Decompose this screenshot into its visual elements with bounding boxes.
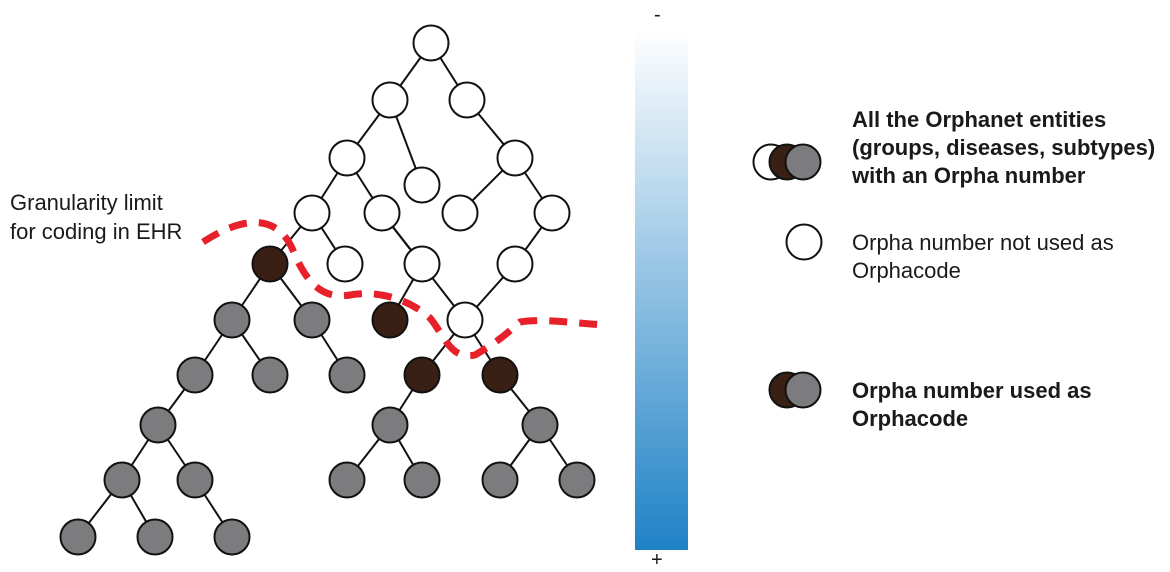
tree-node-grey bbox=[136, 518, 174, 556]
legend-used-line1: Orpha number used as bbox=[852, 378, 1092, 403]
tree-node-dark bbox=[251, 245, 289, 283]
tree-node-grey bbox=[558, 461, 596, 499]
tree-node-grey bbox=[328, 461, 366, 499]
granularity-scale-bar bbox=[635, 30, 688, 550]
tree-node-grey bbox=[293, 301, 331, 339]
granularity-limit-label-line1: Granularity limit bbox=[10, 190, 163, 215]
tree-node-white bbox=[448, 81, 486, 119]
tree-node-dark bbox=[481, 356, 519, 394]
tree-nodes bbox=[59, 24, 596, 556]
tree-node-grey bbox=[403, 461, 441, 499]
legend-icons bbox=[752, 143, 823, 409]
tree-node-grey bbox=[328, 356, 366, 394]
tree-node-white bbox=[496, 245, 534, 283]
tree-node-white bbox=[371, 81, 409, 119]
tree-node-grey bbox=[139, 406, 177, 444]
tree-node-white bbox=[328, 139, 366, 177]
legend-used-line2: Orphacode bbox=[852, 406, 969, 431]
tree-node-dark bbox=[403, 356, 441, 394]
legend-not-used-line1: Orpha number not used as bbox=[852, 230, 1114, 255]
tree-node-white bbox=[533, 194, 571, 232]
tree-node-grey bbox=[521, 406, 559, 444]
scale-top-sign: - bbox=[654, 4, 661, 26]
tree-node-white bbox=[412, 24, 450, 62]
granularity-limit-label: Granularity limit for coding in EHR bbox=[10, 188, 182, 246]
tree-node-grey bbox=[213, 301, 251, 339]
tree-node-grey bbox=[481, 461, 519, 499]
tree-node-white bbox=[446, 301, 484, 339]
legend-all-entities-text: All the Orphanet entities (groups, disea… bbox=[852, 106, 1155, 190]
tree-node-grey bbox=[251, 356, 289, 394]
legend-all-entities-line3: with an Orpha number bbox=[852, 163, 1086, 188]
legend-not-used-text: Orpha number not used as Orphacode bbox=[852, 229, 1114, 285]
tree-node-grey bbox=[59, 518, 97, 556]
tree-node-grey bbox=[176, 461, 214, 499]
tree-node-white bbox=[496, 139, 534, 177]
legend-all-entities-line1: All the Orphanet entities bbox=[852, 107, 1107, 132]
tree-node-white bbox=[326, 245, 364, 283]
tree-node-dark bbox=[371, 301, 409, 339]
tree-node-white bbox=[403, 245, 441, 283]
legend-not-used-line2: Orphacode bbox=[852, 258, 961, 283]
legend-used-text: Orpha number used as Orphacode bbox=[852, 377, 1092, 433]
legend-used-grey-node bbox=[784, 371, 822, 409]
tree-node-grey bbox=[213, 518, 251, 556]
legend-all-entities-line2: (groups, diseases, subtypes) bbox=[852, 135, 1156, 160]
tree-node-white bbox=[441, 194, 479, 232]
granularity-limit-label-line2: for coding in EHR bbox=[10, 219, 183, 244]
tree-node-white bbox=[293, 194, 331, 232]
legend-not-used-white-node bbox=[785, 223, 823, 261]
tree-node-grey bbox=[176, 356, 214, 394]
legend-all-grey-node bbox=[784, 143, 822, 181]
granularity-limit-dashed-line bbox=[201, 219, 609, 360]
tree-node-white bbox=[403, 166, 441, 204]
tree-node-white bbox=[363, 194, 401, 232]
scale-bottom-sign: + bbox=[651, 549, 663, 571]
tree-node-grey bbox=[371, 406, 409, 444]
tree-node-grey bbox=[103, 461, 141, 499]
